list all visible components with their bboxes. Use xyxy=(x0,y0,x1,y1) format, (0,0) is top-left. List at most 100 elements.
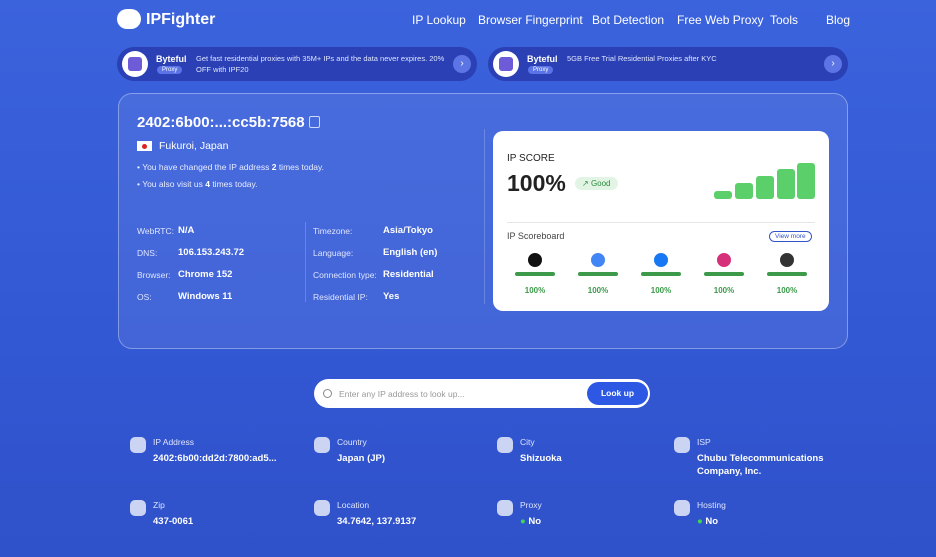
info-label: Zip xyxy=(153,500,165,510)
copy-icon[interactable] xyxy=(309,116,320,128)
detail-value: Residential xyxy=(383,269,434,280)
score-bar xyxy=(767,272,807,276)
info-label: Proxy xyxy=(520,500,542,510)
info-text: Chubu Telecommunications Company, Inc. xyxy=(697,453,824,477)
info-text: 2402:6b00:dd2d:7800:ad5... xyxy=(153,453,277,464)
info-icon xyxy=(130,500,146,516)
info-icon xyxy=(314,437,330,453)
info-label: IP Address xyxy=(153,437,194,447)
info-label: City xyxy=(520,437,535,447)
view-more[interactable]: View more xyxy=(769,231,812,242)
note-count: 4 xyxy=(205,179,210,189)
site-score: 100% xyxy=(587,286,609,295)
site-icon xyxy=(591,253,605,267)
status-dot: ● xyxy=(520,516,529,527)
ad-banner[interactable]: Byteful Proxy 5GB Free Trial Residential P… xyxy=(488,47,848,81)
level-bar xyxy=(756,176,774,199)
ad-icon xyxy=(493,51,519,77)
site-icon xyxy=(780,253,794,267)
detail-label: WebRTC: xyxy=(137,226,175,236)
scoreboard-item: 100% xyxy=(641,253,681,298)
ip: 2402:6b00:...:cc5b:7568 xyxy=(137,114,305,131)
detail-label: DNS: xyxy=(137,248,158,258)
info-label: Country xyxy=(337,437,367,447)
site-icon xyxy=(654,253,668,267)
ad-tag: Proxy xyxy=(528,66,554,74)
nav-link[interactable]: Bot Detection xyxy=(592,13,665,27)
search-placeholder: Enter any IP address to look up... xyxy=(339,389,465,399)
scoreboard-title: IP Scoreboard xyxy=(507,231,565,241)
info-text: 437-0061 xyxy=(153,516,194,527)
score-value: 100% xyxy=(507,170,566,196)
info-icon xyxy=(674,437,690,453)
nav-link[interactable]: Free Web Proxy xyxy=(677,13,764,27)
logo[interactable]: IPFighter xyxy=(146,11,216,28)
info-icon xyxy=(497,500,513,516)
score-card: IP SCORE 100% ↗ Good IP Scoreboard View … xyxy=(493,131,829,311)
note: • You also visit us 4 times today. xyxy=(137,179,258,189)
nav-link[interactable]: Tools xyxy=(770,13,799,27)
ad-brand: Byteful xyxy=(156,54,187,64)
status-dot: ● xyxy=(697,516,706,527)
detail-value: Yes xyxy=(383,291,400,302)
note-text: times today. xyxy=(278,162,325,172)
info-label: Hosting xyxy=(697,500,726,510)
level-bar xyxy=(714,191,732,199)
search-box[interactable]: Enter any IP address to look up... Look … xyxy=(314,379,650,408)
scoreboard-item: 100% xyxy=(578,253,618,298)
divider xyxy=(305,222,306,302)
note-text: You have changed the IP address xyxy=(142,162,270,172)
ad-arrow: › xyxy=(824,55,842,73)
ad-text: Get fast residential proxies with 35M+ I… xyxy=(196,54,445,74)
score-badge: ↗ Good xyxy=(575,177,618,190)
site-score: 100% xyxy=(524,286,546,295)
level-bar xyxy=(797,163,815,199)
lookup-button[interactable]: Look up xyxy=(587,382,648,405)
score-label: IP SCORE xyxy=(507,153,555,164)
divider xyxy=(507,222,815,223)
info-label: Location xyxy=(337,500,370,510)
detail-label: Browser: xyxy=(137,270,171,280)
level-bar xyxy=(777,169,795,199)
ad-banner[interactable]: Byteful Proxy Get fast residential proxies… xyxy=(117,47,477,81)
nav-link[interactable]: Blog xyxy=(826,13,851,27)
flag xyxy=(137,141,152,151)
detail-value: N/A xyxy=(178,225,195,236)
info-value: ● No xyxy=(520,515,660,528)
arrow: ↗ xyxy=(582,179,591,188)
site-score: 100% xyxy=(713,286,735,295)
score-bar xyxy=(515,272,555,276)
note-text: times today. xyxy=(212,179,258,189)
ad-arrow: › xyxy=(453,55,471,73)
info-value: Chubu Telecommunications Company, Inc. xyxy=(697,452,837,478)
logo-icon xyxy=(117,9,141,29)
ad-text: 5GB Free Trial Residential Proxies after… xyxy=(567,54,717,63)
site-icon xyxy=(528,253,542,267)
info-label: ISP xyxy=(697,437,711,447)
nav-link[interactable]: Browser Fingerprint xyxy=(478,13,583,27)
score-bar xyxy=(578,272,618,276)
detail-value: Chrome 152 xyxy=(178,269,233,280)
score-bar xyxy=(641,272,681,276)
info-text: Japan (JP) xyxy=(337,453,386,464)
location: Fukuroi, Japan xyxy=(159,140,229,152)
note: • You have changed the IP address 2 time… xyxy=(137,162,325,172)
info-text: Shizuoka xyxy=(520,453,562,464)
scoreboard-item: 100% xyxy=(767,253,807,298)
info-value: 34.7642, 137.9137 xyxy=(337,515,477,528)
detail-label: Timezone: xyxy=(313,226,353,236)
info-icon xyxy=(674,500,690,516)
scoreboard-item: 100% xyxy=(704,253,744,298)
site-icon xyxy=(717,253,731,267)
divider xyxy=(484,129,485,304)
info-text: 34.7642, 137.9137 xyxy=(337,516,417,527)
detail-value: 106.153.243.72 xyxy=(178,247,245,258)
detail-label: Connection type: xyxy=(313,270,377,280)
level-bar xyxy=(735,183,753,199)
detail-value: Windows 11 xyxy=(178,291,233,302)
detail-value: Asia/Tokyo xyxy=(383,225,433,236)
info-icon xyxy=(497,437,513,453)
nav-link[interactable]: IP Lookup xyxy=(412,13,466,27)
info-text: No xyxy=(705,516,719,527)
